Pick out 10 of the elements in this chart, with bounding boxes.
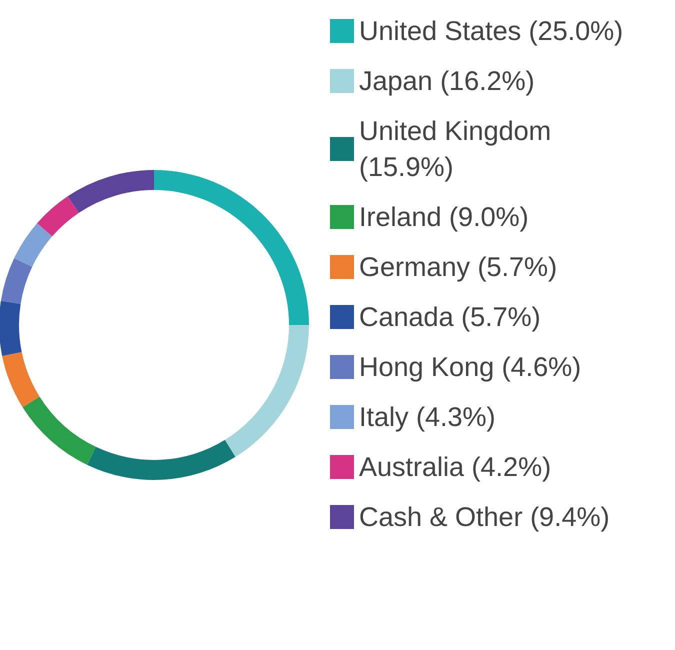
- legend-label: Ireland (9.0%): [359, 202, 529, 232]
- legend-label: Australia (4.2%): [359, 452, 552, 482]
- legend-label: Italy (4.3%): [359, 402, 496, 432]
- legend-label: Japan (16.2%): [359, 66, 535, 96]
- legend-label: Hong Kong (4.6%): [359, 352, 582, 382]
- legend-label: Cash & Other (9.4%): [359, 502, 610, 532]
- legend-label: Germany (5.7%): [359, 252, 558, 282]
- legend-label: United States (25.0%): [359, 16, 624, 46]
- legend-label: Canada (5.7%): [359, 302, 541, 332]
- legend-label: United Kingdom (15.9%): [359, 116, 559, 182]
